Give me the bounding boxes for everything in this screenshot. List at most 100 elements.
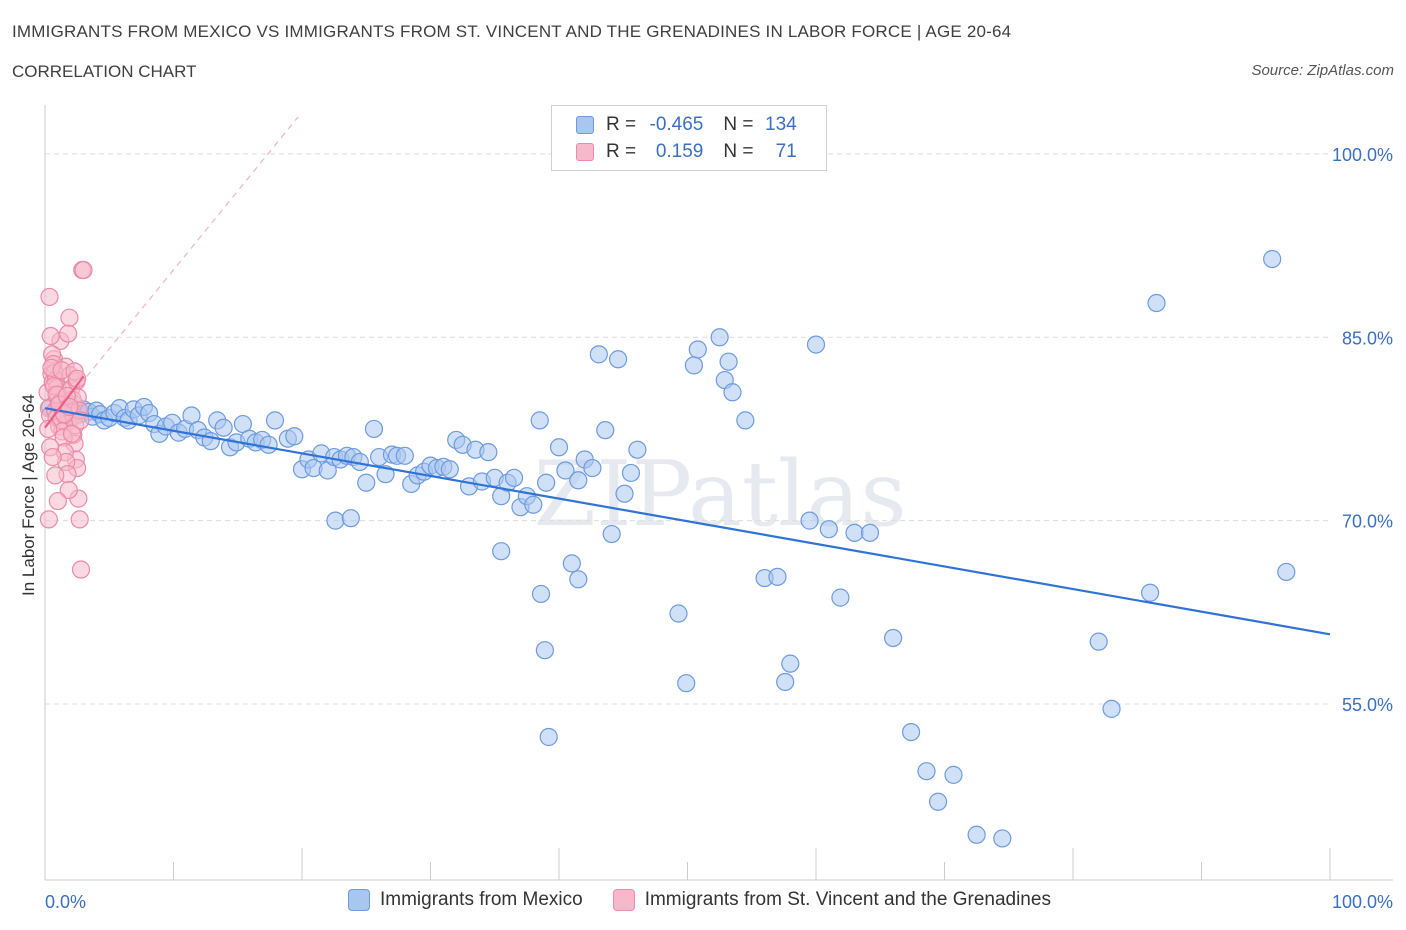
point-mexico <box>602 524 621 544</box>
point-mexico <box>684 356 704 375</box>
point-mexico <box>609 350 628 369</box>
chart-subtitle: CORRELATION CHART <box>12 62 197 81</box>
source-label: Source: ZipAtlas.com <box>1251 62 1394 79</box>
point-mexico <box>364 419 384 439</box>
point-mexico <box>677 674 696 693</box>
point-stvincent <box>62 424 82 443</box>
point-mexico <box>928 792 948 811</box>
point-mexico <box>524 495 543 514</box>
n-value-stvincent: 71 <box>775 141 797 162</box>
point-mexico <box>583 458 602 478</box>
point-mexico <box>768 567 787 586</box>
point-mexico <box>806 335 826 354</box>
point-mexico <box>736 411 755 430</box>
point-stvincent <box>60 308 79 327</box>
point-mexico <box>628 440 647 459</box>
y-tick-label: 70.0% <box>1342 512 1393 532</box>
point-mexico <box>326 511 345 530</box>
point-mexico <box>214 418 233 437</box>
point-mexico <box>688 340 707 359</box>
point-mexico <box>440 460 459 479</box>
point-stvincent <box>59 324 78 343</box>
point-stvincent <box>71 560 91 579</box>
point-stvincent <box>59 480 78 500</box>
point-mexico <box>831 588 850 607</box>
point-mexico <box>917 762 936 781</box>
point-stvincent <box>39 510 58 529</box>
point-mexico <box>845 523 864 542</box>
r-value-stvincent: 0.159 <box>655 141 704 162</box>
point-mexico <box>883 628 903 648</box>
point-mexico <box>800 511 819 530</box>
point-mexico <box>944 765 963 784</box>
point-mexico <box>993 829 1012 848</box>
n-value-mexico: 134 <box>765 114 797 135</box>
trend-line-mexico <box>44 407 1331 636</box>
point-stvincent <box>40 287 59 307</box>
r-label: R = <box>606 141 642 162</box>
point-mexico <box>395 446 414 465</box>
point-stvincent <box>43 447 62 467</box>
legend-label-mexico: Immigrants from Mexico <box>380 889 583 910</box>
point-stvincent <box>41 326 60 346</box>
y-axis-label: In Labor Force | Age 20-64 <box>19 394 38 596</box>
point-mexico <box>1102 699 1121 718</box>
point-mexico <box>860 523 880 542</box>
point-mexico <box>504 468 524 487</box>
point-mexico <box>819 520 838 539</box>
point-mexico <box>710 328 729 347</box>
point-mexico <box>615 484 634 503</box>
point-mexico <box>1140 583 1160 602</box>
point-mexico <box>285 427 304 446</box>
point-mexico <box>589 345 608 364</box>
point-mexico <box>357 473 376 492</box>
r-value-mexico: -0.465 <box>649 114 704 135</box>
point-mexico <box>967 825 986 844</box>
point-stvincent <box>46 466 65 485</box>
y-tick-label: 85.0% <box>1342 328 1393 348</box>
legend-swatch-mexico <box>576 116 594 134</box>
y-tick-label: 100.0% <box>1332 145 1393 165</box>
point-mexico <box>1263 249 1282 269</box>
point-stvincent <box>70 510 89 529</box>
point-stvincent <box>68 369 87 388</box>
legend-item-stvincent: Immigrants from St. Vincent and the Gren… <box>612 889 1051 911</box>
point-mexico <box>1277 562 1296 582</box>
point-mexico <box>776 672 795 692</box>
point-mexico <box>341 509 360 528</box>
r-label: R = <box>606 114 642 135</box>
reference-line <box>44 116 299 429</box>
legend-item-mexico: Immigrants from Mexico <box>348 889 583 911</box>
y-tick-label: 55.0% <box>1342 695 1393 715</box>
point-mexico <box>781 654 800 673</box>
point-mexico <box>901 722 921 742</box>
point-mexico <box>479 443 498 462</box>
point-mexico <box>596 421 615 440</box>
legend-row-mexico: R = -0.465 N = 134 <box>576 113 797 137</box>
correlation-legend: R = -0.465 N = 134 R = 0.159 N = 71 <box>551 105 827 171</box>
point-mexico <box>492 542 511 561</box>
point-mexico <box>569 570 588 589</box>
point-mexico <box>531 584 551 604</box>
point-stvincent <box>48 491 67 511</box>
point-mexico <box>556 461 575 480</box>
point-mexico <box>1147 293 1166 313</box>
legend-row-stvincent: R = 0.159 N = 71 <box>576 140 797 164</box>
x-tick-label: 0.0% <box>45 892 86 912</box>
point-mexico <box>1089 632 1108 651</box>
point-mexico <box>265 411 285 430</box>
point-mexico <box>259 435 278 454</box>
point-mexico <box>719 352 738 371</box>
point-mexico <box>539 727 558 747</box>
point-mexico <box>530 411 549 430</box>
point-mexico <box>562 554 581 573</box>
point-mexico <box>549 438 569 457</box>
point-stvincent <box>74 260 93 280</box>
legend-swatch-mexico <box>348 889 370 911</box>
point-mexico <box>569 471 588 490</box>
point-stvincent <box>39 419 58 439</box>
watermark: ZIPatlas <box>533 442 906 547</box>
trend-line-stvincent <box>44 375 85 429</box>
n-label: N = <box>723 114 759 135</box>
